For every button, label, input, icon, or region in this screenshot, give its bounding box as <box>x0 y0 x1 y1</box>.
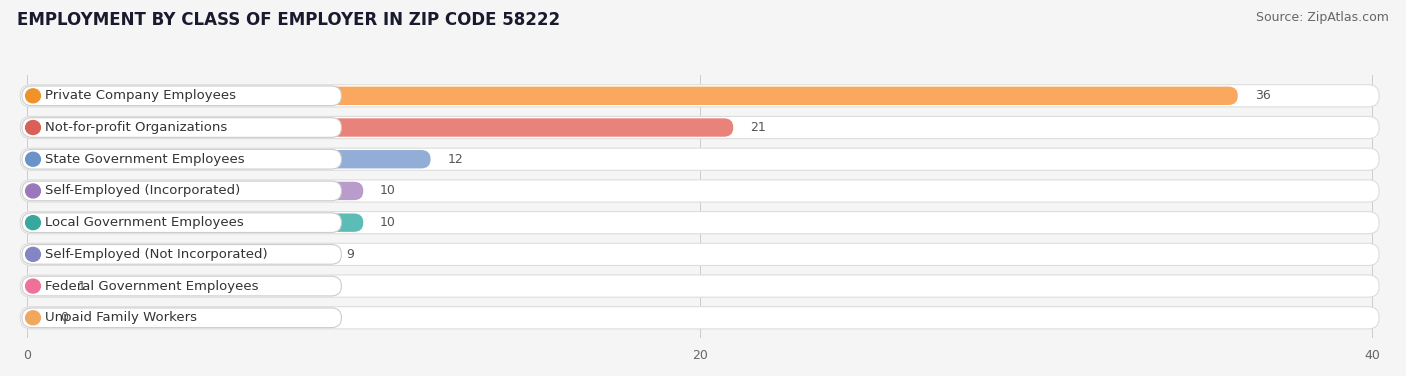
FancyBboxPatch shape <box>22 118 342 137</box>
FancyBboxPatch shape <box>27 182 363 200</box>
Text: 0: 0 <box>60 311 69 324</box>
FancyBboxPatch shape <box>22 213 342 232</box>
Text: 10: 10 <box>380 185 396 197</box>
FancyBboxPatch shape <box>22 86 342 106</box>
FancyBboxPatch shape <box>27 214 363 232</box>
Text: Federal Government Employees: Federal Government Employees <box>45 280 259 293</box>
Text: Unpaid Family Workers: Unpaid Family Workers <box>45 311 197 324</box>
FancyBboxPatch shape <box>20 212 1379 234</box>
FancyBboxPatch shape <box>27 150 430 168</box>
FancyBboxPatch shape <box>27 118 734 137</box>
FancyBboxPatch shape <box>20 85 1379 107</box>
Text: State Government Employees: State Government Employees <box>45 153 245 166</box>
Text: Source: ZipAtlas.com: Source: ZipAtlas.com <box>1256 11 1389 24</box>
Circle shape <box>25 121 41 135</box>
Text: Self-Employed (Incorporated): Self-Employed (Incorporated) <box>45 185 240 197</box>
FancyBboxPatch shape <box>22 276 342 296</box>
Circle shape <box>25 184 41 198</box>
FancyBboxPatch shape <box>20 180 1379 202</box>
Text: 10: 10 <box>380 216 396 229</box>
Text: 21: 21 <box>749 121 766 134</box>
Text: Not-for-profit Organizations: Not-for-profit Organizations <box>45 121 228 134</box>
Text: Private Company Employees: Private Company Employees <box>45 89 236 102</box>
Text: Self-Employed (Not Incorporated): Self-Employed (Not Incorporated) <box>45 248 269 261</box>
FancyBboxPatch shape <box>27 309 44 327</box>
Text: 1: 1 <box>77 280 86 293</box>
FancyBboxPatch shape <box>22 181 342 201</box>
Circle shape <box>25 89 41 103</box>
FancyBboxPatch shape <box>22 149 342 169</box>
FancyBboxPatch shape <box>27 277 60 295</box>
FancyBboxPatch shape <box>20 148 1379 170</box>
Text: EMPLOYMENT BY CLASS OF EMPLOYER IN ZIP CODE 58222: EMPLOYMENT BY CLASS OF EMPLOYER IN ZIP C… <box>17 11 560 29</box>
Circle shape <box>25 152 41 166</box>
FancyBboxPatch shape <box>27 245 329 264</box>
Circle shape <box>25 279 41 293</box>
Text: 12: 12 <box>447 153 463 166</box>
FancyBboxPatch shape <box>22 308 342 327</box>
Text: Local Government Employees: Local Government Employees <box>45 216 245 229</box>
Circle shape <box>25 247 41 261</box>
FancyBboxPatch shape <box>20 117 1379 139</box>
FancyBboxPatch shape <box>27 86 1237 105</box>
Circle shape <box>25 311 41 325</box>
Text: 9: 9 <box>346 248 354 261</box>
Text: 36: 36 <box>1254 89 1271 102</box>
Circle shape <box>25 216 41 230</box>
FancyBboxPatch shape <box>20 307 1379 329</box>
FancyBboxPatch shape <box>20 275 1379 297</box>
FancyBboxPatch shape <box>22 244 342 264</box>
FancyBboxPatch shape <box>20 243 1379 265</box>
